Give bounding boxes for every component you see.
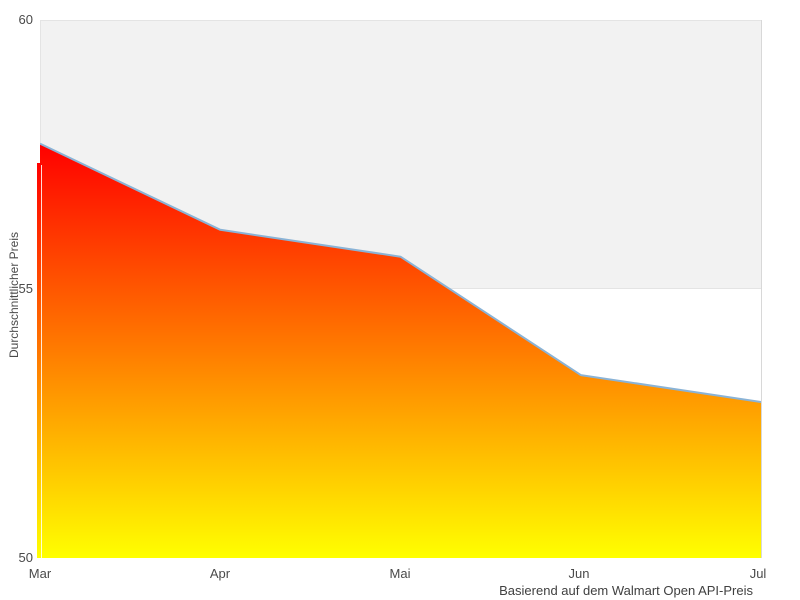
y-axis-title: Durchschnittlicher Preis	[7, 231, 21, 359]
x-tick-label-jul: Jul	[749, 566, 767, 581]
price-series-line	[40, 142, 761, 403]
x-tick-label-mar: Mar	[28, 566, 52, 581]
y-tick-label-60: 60	[18, 12, 33, 27]
x-tick-label-mai: Mai	[389, 566, 411, 581]
x-tick-label-jun: Jun	[568, 566, 590, 581]
y-tick-label-50: 50	[18, 550, 33, 565]
left-edge-fill-stripe	[37, 163, 41, 558]
left-edge-gap-line	[41, 165, 42, 558]
area-gradient-fill	[40, 143, 761, 558]
chart-caption: Basierend auf dem Walmart Open API-Preis	[499, 583, 753, 598]
y-tick-label-55: 55	[18, 281, 33, 296]
x-tick-label-apr: Apr	[209, 566, 231, 581]
plot-area	[37, 20, 762, 558]
area-series-svg	[40, 142, 761, 558]
